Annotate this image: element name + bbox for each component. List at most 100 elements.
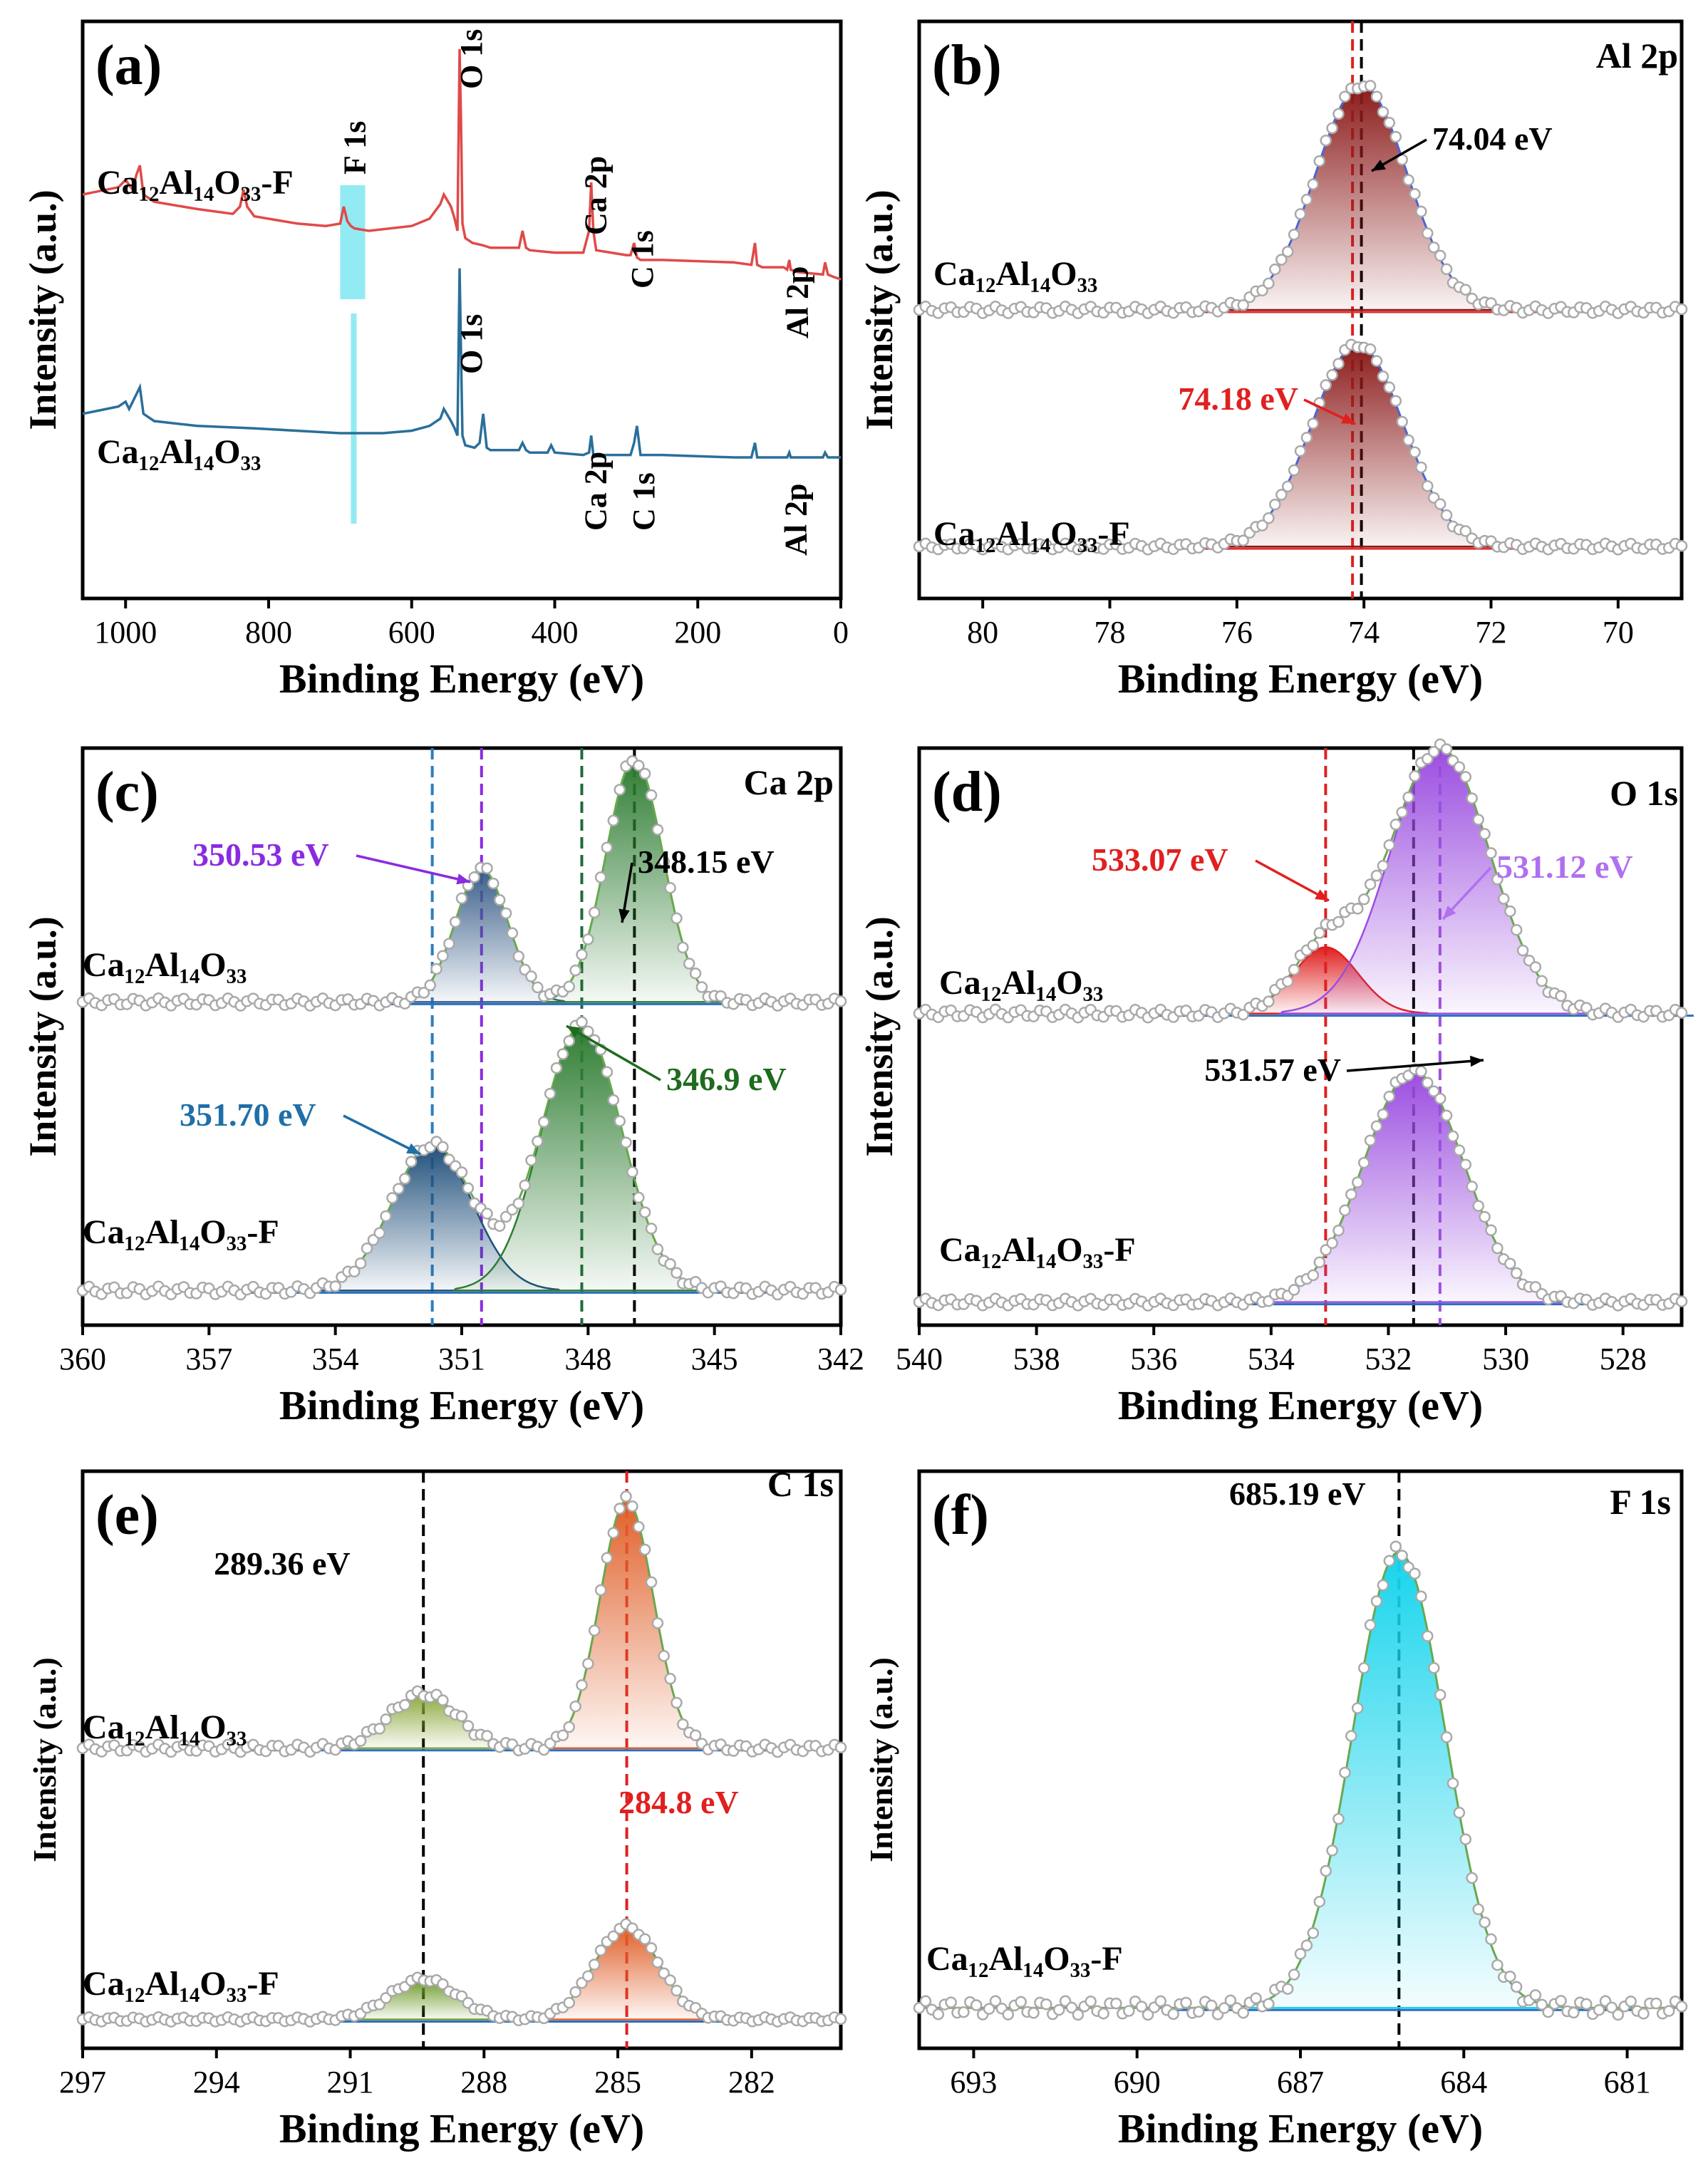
data-point xyxy=(329,1280,341,1292)
data-point xyxy=(1028,2007,1040,2019)
data-point xyxy=(1402,434,1414,447)
data-point xyxy=(500,1210,512,1223)
y-axis-title: Intensity (a.u.) xyxy=(858,190,901,430)
data-point xyxy=(1479,1916,1491,1929)
binding-energy-annotation: 348.15 eV xyxy=(638,844,775,880)
data-point xyxy=(664,882,676,894)
data-point xyxy=(958,2006,970,2018)
data-point xyxy=(677,1718,689,1731)
x-tick-label: 360 xyxy=(59,1342,106,1376)
data-point xyxy=(677,941,689,954)
arrow-head xyxy=(566,1026,581,1037)
data-point xyxy=(1402,791,1414,804)
data-point xyxy=(493,1220,506,1233)
element-label: F 1s xyxy=(1610,1482,1671,1522)
data-point xyxy=(1383,117,1396,129)
data-point xyxy=(1434,249,1446,262)
x-tick-label: 78 xyxy=(1094,615,1126,650)
data-point xyxy=(607,814,620,827)
data-point xyxy=(989,1995,1002,2007)
arrow-head xyxy=(1315,889,1329,901)
data-point xyxy=(455,1710,468,1723)
x-tick-label: 800 xyxy=(245,615,292,650)
data-point xyxy=(607,1094,620,1106)
data-point xyxy=(1612,2008,1625,2021)
x-tick-label: 345 xyxy=(691,1342,738,1376)
data-point xyxy=(932,2008,945,2021)
arrow-head xyxy=(406,1143,420,1154)
data-point xyxy=(468,871,480,883)
data-point xyxy=(1332,108,1345,120)
data-point xyxy=(1237,299,1249,311)
data-point xyxy=(563,1721,575,1733)
data-point xyxy=(1263,995,1275,1008)
data-point xyxy=(1263,1998,1275,2010)
data-point xyxy=(1364,80,1377,92)
x-tick-label: 357 xyxy=(185,1342,232,1376)
data-point xyxy=(1459,1833,1472,1845)
data-point xyxy=(607,1930,620,1943)
data-point xyxy=(1377,1579,1389,1592)
data-point xyxy=(1332,915,1345,928)
data-point xyxy=(1326,1237,1338,1250)
x-tick-label: 536 xyxy=(1130,1342,1177,1376)
data-point xyxy=(563,980,575,993)
data-point xyxy=(1377,1108,1389,1121)
data-point xyxy=(1510,924,1523,936)
element-label: Al 2p xyxy=(1596,36,1678,76)
spectrum-ca12al14o33-f xyxy=(76,1918,847,2028)
data-point xyxy=(1498,893,1510,905)
data-point xyxy=(1193,2006,1205,2018)
data-point xyxy=(1345,1188,1357,1200)
data-point xyxy=(834,1741,847,1753)
data-point xyxy=(500,907,512,920)
data-point xyxy=(1555,990,1567,1002)
data-point xyxy=(1396,415,1408,428)
data-point xyxy=(1422,1630,1434,1642)
data-point xyxy=(594,1584,607,1597)
data-point xyxy=(1135,2001,1148,2013)
data-point xyxy=(1339,1766,1351,1779)
component-peak xyxy=(1251,1070,1574,1303)
data-point xyxy=(1370,90,1383,103)
data-point xyxy=(1675,1295,1688,1307)
component-peak xyxy=(398,868,569,1003)
data-point xyxy=(1389,819,1402,831)
component-peak xyxy=(1248,1551,1548,2009)
data-point xyxy=(544,1087,557,1100)
component-peak xyxy=(538,1499,715,1750)
data-point xyxy=(1370,1120,1383,1133)
panel-label: (e) xyxy=(95,1484,159,1547)
data-point xyxy=(525,1154,537,1166)
data-point xyxy=(1383,1555,1396,1567)
data-point xyxy=(1377,370,1389,383)
data-point xyxy=(1332,358,1345,370)
data-point xyxy=(512,1197,525,1210)
data-point xyxy=(1237,1008,1249,1021)
data-point xyxy=(1370,1595,1383,1607)
data-point xyxy=(582,1025,594,1037)
binding-energy-annotation: 685.19 eV xyxy=(1229,1475,1366,1512)
data-point xyxy=(361,1243,373,1255)
data-point xyxy=(601,1066,614,1078)
data-point xyxy=(1263,277,1275,290)
component-peak xyxy=(541,758,729,1003)
data-point xyxy=(1326,122,1338,135)
data-point xyxy=(658,1967,670,1979)
sample-label: Ca₁₂Al₁₄O₃₃ xyxy=(97,433,261,471)
data-point xyxy=(1504,1257,1516,1270)
data-point xyxy=(1307,417,1320,430)
x-tick-label: 681 xyxy=(1604,2065,1651,2100)
data-point xyxy=(1472,1903,1484,1916)
data-point xyxy=(1300,1939,1313,1951)
data-point xyxy=(1320,1864,1332,1877)
sample-label: Ca₁₂Al₁₄O₃₃-F xyxy=(83,1965,279,2003)
x-tick-label: 693 xyxy=(950,2065,997,2100)
data-point xyxy=(1446,1130,1459,1143)
data-point xyxy=(1389,1540,1402,1552)
data-point xyxy=(651,1243,664,1255)
data-point xyxy=(1459,1158,1472,1171)
data-point xyxy=(1300,194,1313,206)
data-point xyxy=(620,1490,632,1503)
data-point xyxy=(437,1978,449,1991)
